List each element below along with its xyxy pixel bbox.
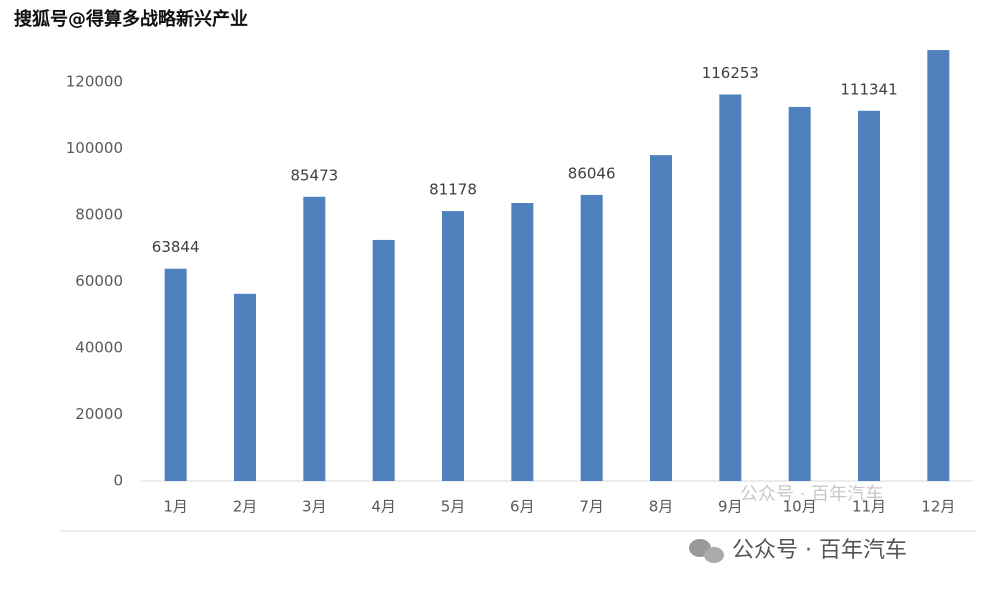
bar: [650, 155, 672, 481]
y-tick-label: 20000: [75, 405, 123, 423]
y-tick-label: 40000: [75, 339, 123, 357]
y-tick-label: 60000: [75, 272, 123, 290]
bar: [719, 94, 742, 482]
bar: [303, 196, 326, 481]
value-label: 111341: [840, 80, 897, 98]
x-tick-label: 1月: [163, 498, 188, 516]
bar: [927, 50, 950, 482]
x-tick-label: 2月: [233, 498, 258, 516]
x-tick-label: 5月: [441, 498, 466, 516]
bar: [164, 268, 187, 481]
bar: [372, 239, 395, 481]
source-watermark: 搜狐号@得算多战略新兴产业: [14, 8, 248, 30]
bar: [858, 110, 880, 482]
y-tick-label: 120000: [66, 73, 123, 91]
bar: [234, 293, 256, 481]
y-tick-label: 0: [113, 472, 123, 490]
bar: [442, 211, 464, 482]
value-label: 86046: [568, 164, 616, 182]
bar: [788, 106, 811, 481]
x-tick-label: 11月: [852, 498, 886, 516]
wechat-watermark: 公众号 · 百年汽车: [732, 538, 907, 563]
x-tick-label: 9月: [718, 498, 743, 516]
bar: [580, 194, 603, 482]
x-tick-label: 6月: [510, 498, 535, 516]
value-label: 81178: [429, 181, 477, 199]
x-tick-label: 3月: [302, 498, 327, 516]
y-tick-label: 80000: [75, 206, 123, 224]
wechat-watermark-faint: 公众号 · 百年汽车: [740, 484, 883, 505]
value-label: 85473: [290, 166, 338, 184]
x-tick-label: 12月: [921, 498, 955, 516]
bar: [511, 203, 534, 481]
x-tick-label: 7月: [579, 498, 604, 516]
x-tick-label: 8月: [649, 498, 674, 516]
value-label: 116253: [702, 64, 759, 82]
x-tick-label: 4月: [371, 498, 396, 516]
value-label: 63844: [152, 238, 200, 256]
x-tick-label: 10月: [783, 498, 817, 516]
wechat-icon: [689, 539, 724, 563]
y-tick-label: 100000: [66, 139, 123, 157]
